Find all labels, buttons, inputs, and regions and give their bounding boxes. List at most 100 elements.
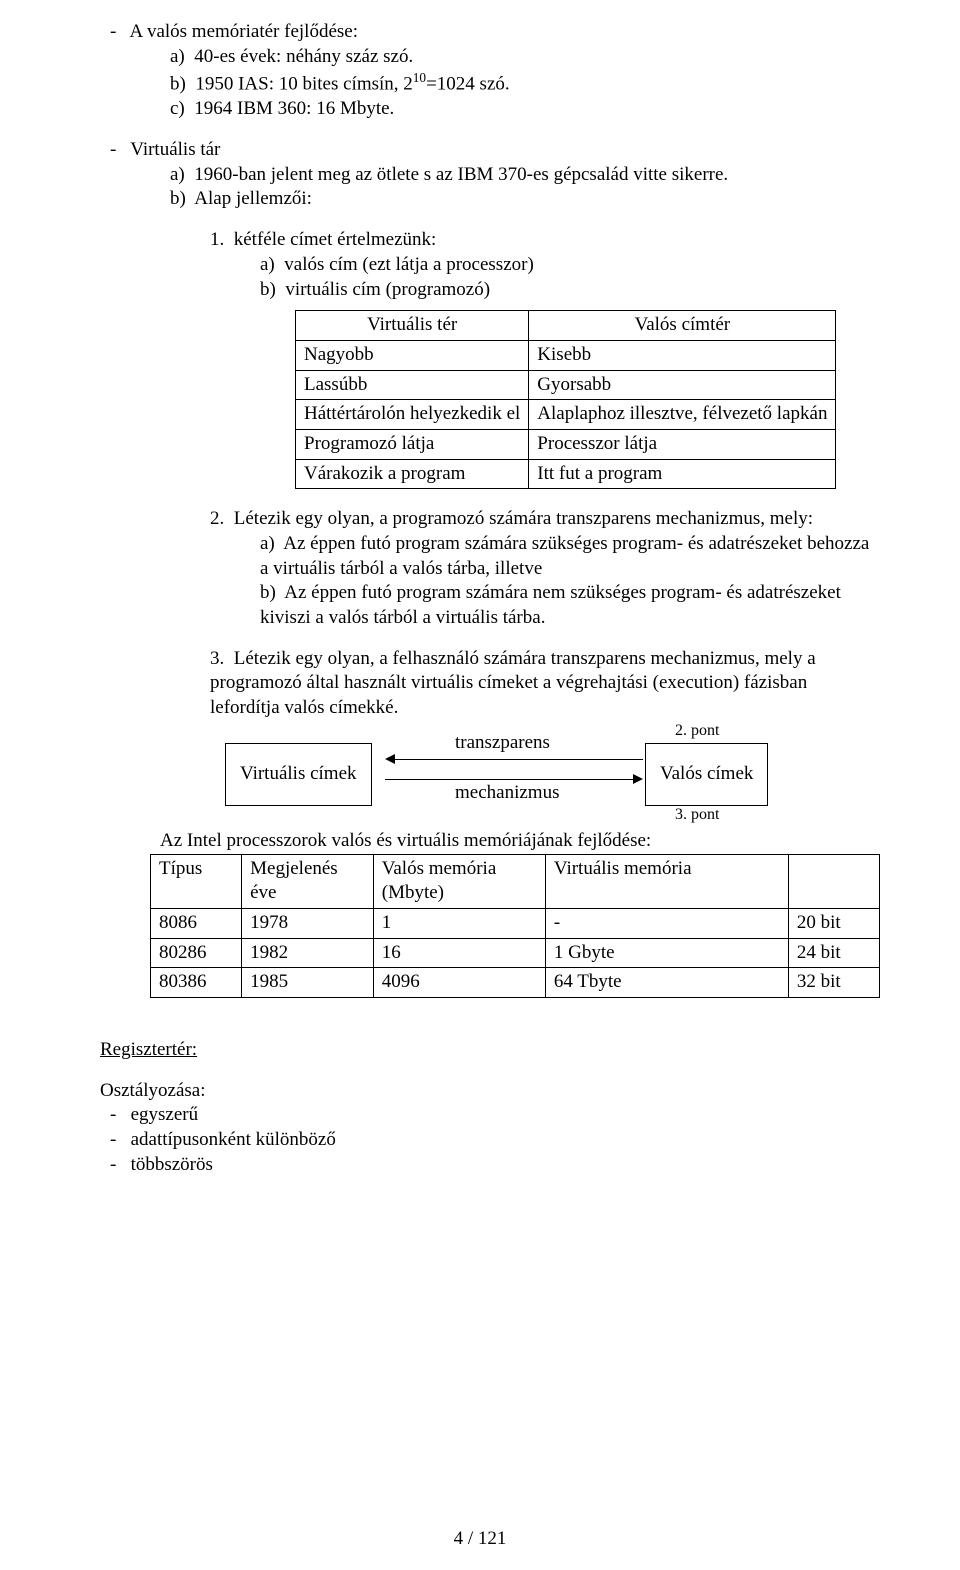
bullet-b: b) [260,582,276,603]
bullet-3: 3. [210,648,224,669]
page-number: 4 / 121 [0,1527,960,1552]
bullet-b: b) [260,279,276,300]
td: Lassúbb [296,370,529,400]
bullet-b: b) [170,74,186,95]
flow-diagram: Virtuális címek Valós címek transzparens… [225,725,865,825]
section2-title: Virtuális tár [130,139,220,160]
list-item: - adattípusonként különböző [100,1128,870,1153]
td: 20 bit [788,908,879,938]
list-item: 2. Létezik egy olyan, a programozó számá… [100,507,870,532]
list-item: c) 1964 IBM 360: 16 Mbyte. [100,97,870,122]
table-row: 80286 1982 16 1 Gbyte 24 bit [151,938,880,968]
td: Kisebb [529,340,836,370]
td: 64 Tbyte [545,968,788,998]
table2-title: Az Intel processzorok valós és virtuális… [100,829,870,854]
text: Létezik egy olyan, a felhasználó számára… [210,648,816,718]
list-item: - A valós memóriatér fejlődése: [100,20,870,45]
list-item: - Virtuális tár [100,138,870,163]
reg-subtitle: Osztályozása: [100,1079,870,1104]
superscript: 10 [413,70,426,85]
table-row: Háttértárolón helyezkedik el Alaplaphoz … [296,400,836,430]
text: virtuális cím (programozó) [285,279,490,300]
list-item: - egyszerű [100,1103,870,1128]
text: Létezik egy olyan, a programozó számára … [234,508,813,529]
intel-table: Típus Megjelenés éve Valós memória (Mbyt… [150,854,880,998]
td: Programozó látja [296,429,529,459]
bullet-c: c) [170,98,185,119]
diagram-point-2: 2. pont [675,721,719,742]
td: 1978 [242,908,374,938]
diagram-top-label: transzparens [455,731,550,756]
td: 1982 [242,938,374,968]
diagram-bottom-label: mechanizmus [455,781,559,806]
td: 80286 [151,938,242,968]
list-item: a) Az éppen futó program számára szükség… [100,532,870,581]
document-page: - A valós memóriatér fejlődése: a) 40-es… [0,0,960,1570]
list-item: a) 40-es évek: néhány száz szó. [100,45,870,70]
th: Megjelenés éve [242,854,374,908]
text: többszörös [131,1154,213,1175]
table-row: Várakozik a program Itt fut a program [296,459,836,489]
td: 4096 [373,968,545,998]
table-row: Lassúbb Gyorsabb [296,370,836,400]
td: Várakozik a program [296,459,529,489]
th: Valós memória (Mbyte) [373,854,545,908]
bullet-1: 1. [210,229,224,250]
bullet-dash: - [110,1104,116,1125]
list-item: b) 1950 IAS: 10 bites címsín, 210=1024 s… [100,69,870,97]
text: 40-es évek: néhány száz szó. [194,46,413,67]
list-item: b) Az éppen futó program számára nem szü… [100,581,870,630]
table-row: Típus Megjelenés éve Valós memória (Mbyt… [151,854,880,908]
reg-title: Regisztertér: [100,1038,870,1063]
bullet-a: a) [170,46,185,67]
text: adattípusonként különböző [131,1129,336,1150]
td: Nagyobb [296,340,529,370]
td: - [545,908,788,938]
bullet-a: a) [170,164,185,185]
bullet-dash: - [110,139,116,160]
text: Az éppen futó program számára nem szüksé… [260,582,841,628]
table-row: 8086 1978 1 - 20 bit [151,908,880,938]
text: =1024 szó. [426,74,510,95]
list-item: a) 1960-ban jelent meg az ötlete s az IB… [100,163,870,188]
td: 1 [373,908,545,938]
bullet-b: b) [170,188,186,209]
text: 1964 IBM 360: 16 Mbyte. [194,98,394,119]
list-item: b) Alap jellemzői: [100,187,870,212]
bullet-2: 2. [210,508,224,529]
text: valós cím (ezt látja a processzor) [284,254,534,275]
diagram-point-3: 3. pont [675,805,719,826]
text: 1950 IAS: 10 bites címsín, 2 [195,74,412,95]
td: 8086 [151,908,242,938]
bullet-a: a) [260,533,275,554]
list-item: b) virtuális cím (programozó) [100,278,870,303]
table-row: Virtuális tér Valós címtér [296,311,836,341]
list-item: 3. Létezik egy olyan, a felhasználó szám… [100,647,870,721]
table-row: Programozó látja Processzor látja [296,429,836,459]
text: egyszerű [131,1104,199,1125]
diagram-box-left: Virtuális címek [225,743,372,806]
text: 1960-ban jelent meg az ötlete s az IBM 3… [194,164,728,185]
bullet-dash: - [110,1129,116,1150]
td: 80386 [151,968,242,998]
td: 1985 [242,968,374,998]
list-item: 1. kétféle címet értelmezünk: [100,228,870,253]
bullet-dash: - [110,1154,116,1175]
td: Alaplaphoz illesztve, félvezető lapkán [529,400,836,430]
list-item: a) valós cím (ezt látja a processzor) [100,253,870,278]
td: Gyorsabb [529,370,836,400]
list-item: - többszörös [100,1153,870,1178]
td: Háttértárolón helyezkedik el [296,400,529,430]
diagram-box-right: Valós címek [645,743,768,806]
td: 24 bit [788,938,879,968]
td: 32 bit [788,968,879,998]
th: Virtuális memória [545,854,788,908]
table-row: Nagyobb Kisebb [296,340,836,370]
th: Virtuális tér [296,311,529,341]
bullet-a: a) [260,254,275,275]
text: kétféle címet értelmezünk: [234,229,437,250]
bullet-dash: - [110,21,116,42]
comparison-table: Virtuális tér Valós címtér Nagyobb Kiseb… [295,310,836,489]
th: Valós címtér [529,311,836,341]
text: Az éppen futó program számára szükséges … [260,533,869,579]
